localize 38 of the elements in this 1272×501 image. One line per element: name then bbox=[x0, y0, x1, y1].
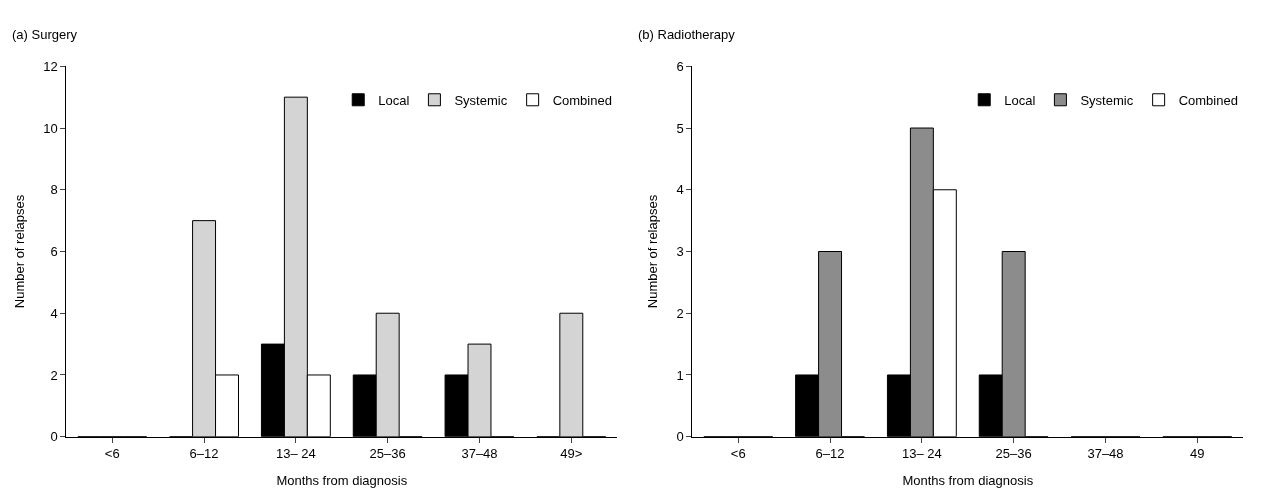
x-tick-label: 6–12 bbox=[189, 446, 219, 462]
y-tick-label: 3 bbox=[676, 244, 684, 260]
x-tick-label: 37–48 bbox=[461, 446, 498, 462]
x-tick-label: 13– 24 bbox=[275, 446, 316, 462]
x-tick-label: 25–36 bbox=[995, 446, 1032, 462]
y-tick-label: 10 bbox=[43, 120, 58, 136]
legend-label: Systemic bbox=[454, 92, 508, 108]
x-axis-title: Months from diagnosis bbox=[902, 472, 1034, 488]
legend-label: Combined bbox=[1178, 92, 1238, 108]
y-tick-label: 6 bbox=[676, 58, 684, 74]
legend-label: Local bbox=[378, 92, 410, 108]
x-tick-label: 25–36 bbox=[369, 446, 406, 462]
x-axis-title: Months from diagnosis bbox=[276, 472, 408, 488]
y-tick-label: 2 bbox=[50, 367, 58, 383]
y-axis-title: Number of relapses bbox=[645, 194, 661, 309]
x-tick-label: 49 bbox=[1190, 446, 1205, 462]
legend-label: Systemic bbox=[1080, 92, 1134, 108]
x-tick-label: <6 bbox=[730, 446, 746, 462]
x-tick-label: 6–12 bbox=[815, 446, 845, 462]
legend-label: Combined bbox=[552, 92, 612, 108]
x-tick-label: <6 bbox=[104, 446, 120, 462]
y-tick-label: 8 bbox=[50, 182, 58, 198]
y-tick-label: 4 bbox=[676, 182, 684, 198]
y-tick-label: 1 bbox=[676, 367, 684, 383]
y-tick-label: 12 bbox=[43, 58, 58, 74]
y-tick-label: 2 bbox=[676, 305, 684, 321]
x-tick-label: 37–48 bbox=[1087, 446, 1124, 462]
y-tick-label: 4 bbox=[50, 305, 58, 321]
y-tick-label: 5 bbox=[676, 120, 684, 136]
x-tick-label: 49> bbox=[560, 446, 583, 462]
y-axis-title: Number of relapses bbox=[12, 194, 28, 309]
legend-label: Local bbox=[1004, 92, 1036, 108]
chart-title: (a) Surgery bbox=[12, 27, 78, 42]
y-tick-label: 0 bbox=[50, 429, 58, 445]
y-tick-label: 6 bbox=[50, 244, 58, 260]
y-tick-label: 0 bbox=[676, 429, 684, 445]
x-tick-label: 13– 24 bbox=[901, 446, 942, 462]
chart-title: (b) Radiotherapy bbox=[638, 27, 736, 42]
